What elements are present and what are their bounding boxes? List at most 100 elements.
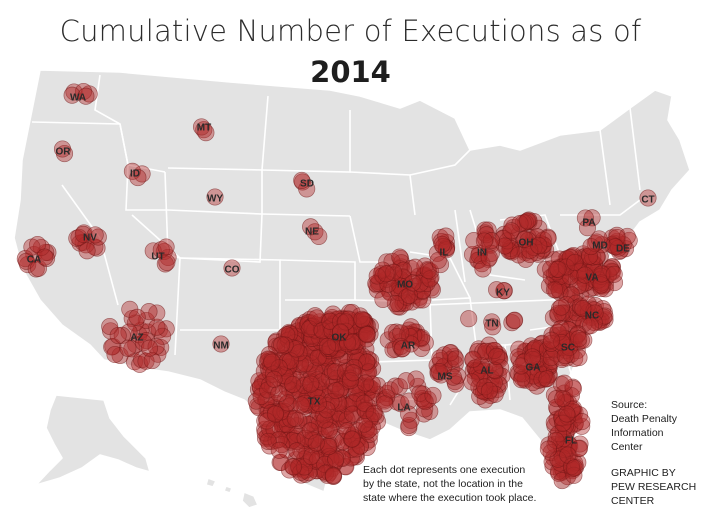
execution-dot	[580, 247, 599, 265]
state-label-al: AL	[480, 366, 493, 377]
execution-dot	[549, 260, 567, 278]
conterminous-us	[13, 69, 691, 493]
execution-dot	[284, 458, 302, 476]
execution-dot	[571, 297, 590, 315]
execution-dot	[337, 322, 355, 340]
execution-dot	[147, 338, 165, 356]
execution-dot	[488, 281, 506, 299]
execution-dot	[351, 307, 369, 325]
execution-dot	[581, 317, 600, 335]
execution-dot	[495, 282, 513, 300]
execution-dot	[571, 263, 589, 281]
execution-dot	[392, 324, 410, 342]
execution-dot	[556, 347, 574, 365]
source-line: Center	[611, 441, 643, 453]
execution-dot	[502, 222, 520, 240]
execution-dot	[152, 241, 170, 259]
execution-dot	[306, 362, 324, 380]
execution-dot	[252, 387, 270, 405]
execution-dot	[302, 218, 320, 236]
state-cluster-co	[223, 259, 241, 277]
state-label-nm: NM	[213, 341, 229, 352]
execution-dot	[154, 327, 172, 345]
execution-dot	[554, 389, 572, 408]
execution-dot	[282, 410, 300, 428]
execution-dot	[157, 238, 175, 256]
execution-dot	[477, 226, 495, 244]
execution-dot	[444, 368, 462, 386]
execution-dot	[365, 405, 383, 423]
hawaii	[205, 477, 259, 509]
state-cluster-tn	[460, 310, 524, 336]
execution-dot	[355, 394, 373, 412]
execution-dot	[353, 310, 371, 328]
map-title-year: 2014	[310, 55, 391, 89]
state-cluster-ca	[16, 235, 57, 278]
state-label-az: AZ	[130, 333, 143, 344]
execution-dot	[553, 333, 571, 352]
execution-dot	[270, 441, 288, 459]
state-label-in: IN	[477, 248, 487, 259]
execution-dot	[113, 326, 131, 344]
state-label-wa: WA	[70, 93, 86, 104]
source-line: Death Penalty	[611, 413, 677, 425]
execution-dot	[538, 370, 556, 388]
execution-dot	[528, 243, 546, 262]
execution-dot	[447, 350, 465, 368]
execution-dot	[53, 140, 72, 158]
execution-dot	[308, 309, 326, 327]
execution-dot	[565, 459, 583, 477]
execution-dot	[572, 331, 590, 349]
state-label-oh: OH	[519, 238, 534, 249]
execution-dot	[307, 434, 325, 452]
execution-dot	[480, 249, 498, 267]
state-cluster-nv	[68, 224, 107, 260]
execution-dot	[530, 237, 548, 255]
execution-dot	[416, 257, 434, 275]
source-line: Information	[611, 427, 664, 439]
execution-dot	[89, 228, 107, 246]
execution-dot	[318, 401, 336, 419]
execution-dot	[485, 361, 504, 379]
state-label-mt: MT	[197, 123, 211, 134]
execution-dot	[315, 406, 333, 424]
execution-dot	[602, 260, 620, 278]
note-line: Each dot represents one execution	[363, 464, 526, 476]
alaska	[35, 394, 151, 486]
execution-dot	[344, 405, 362, 423]
state-label-id: ID	[130, 169, 140, 180]
state-cluster-wa	[63, 82, 98, 105]
execution-dot	[343, 333, 361, 351]
state-label-ar: AR	[401, 341, 416, 352]
execution-dot	[590, 230, 608, 248]
state-label-il: IL	[440, 248, 449, 259]
state-label-ca: CA	[27, 255, 41, 266]
execution-dot	[542, 260, 560, 278]
execution-dot	[460, 310, 478, 328]
execution-dot	[358, 330, 376, 348]
state-cluster-va	[536, 245, 624, 306]
state-label-ms: MS	[438, 372, 453, 383]
state-cluster-pa	[576, 209, 601, 237]
execution-dot	[606, 238, 624, 256]
state-label-ga: GA	[526, 363, 541, 374]
execution-dot	[128, 308, 146, 326]
execution-dot	[293, 171, 311, 189]
state-cluster-sd	[293, 171, 316, 198]
execution-dot	[394, 339, 412, 357]
execution-dot	[374, 290, 392, 308]
execution-dot	[573, 413, 591, 431]
execution-dot	[437, 227, 455, 245]
execution-dot	[347, 440, 365, 458]
execution-dot	[488, 347, 506, 365]
execution-dot	[65, 83, 83, 101]
execution-dot	[374, 266, 392, 285]
execution-dot	[593, 265, 611, 283]
execution-dot	[324, 466, 342, 484]
execution-dot	[475, 232, 493, 250]
source-note: Source: Death Penalty Information Center	[611, 398, 701, 454]
execution-dot	[400, 405, 418, 423]
state-cluster-il	[428, 227, 456, 274]
state-label-sd: SD	[300, 179, 314, 190]
state-cluster-ut	[144, 238, 177, 273]
